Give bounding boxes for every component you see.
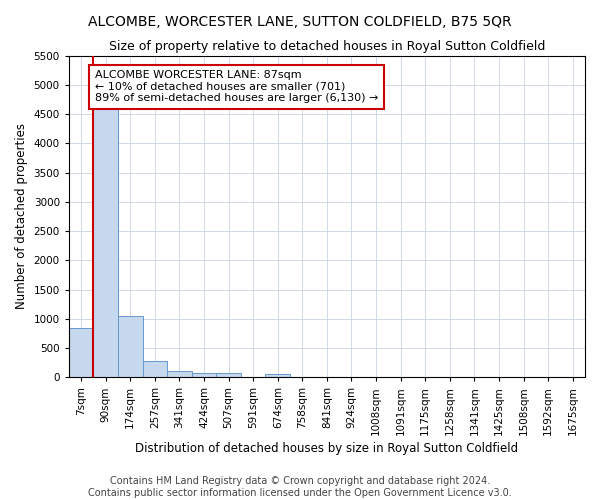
Bar: [265, 374, 290, 378]
Bar: [118, 316, 143, 378]
Bar: [94, 108, 118, 378]
Text: ALCOMBE WORCESTER LANE: 87sqm
← 10% of detached houses are smaller (701)
89% of : ALCOMBE WORCESTER LANE: 87sqm ← 10% of d…: [95, 70, 378, 103]
Bar: [69, 328, 94, 378]
Bar: [192, 372, 217, 378]
Bar: [217, 373, 241, 378]
Bar: [167, 372, 192, 378]
Text: Contains HM Land Registry data © Crown copyright and database right 2024.
Contai: Contains HM Land Registry data © Crown c…: [88, 476, 512, 498]
Bar: [143, 361, 167, 378]
Title: Size of property relative to detached houses in Royal Sutton Coldfield: Size of property relative to detached ho…: [109, 40, 545, 53]
X-axis label: Distribution of detached houses by size in Royal Sutton Coldfield: Distribution of detached houses by size …: [136, 442, 518, 455]
Y-axis label: Number of detached properties: Number of detached properties: [15, 124, 28, 310]
Text: ALCOMBE, WORCESTER LANE, SUTTON COLDFIELD, B75 5QR: ALCOMBE, WORCESTER LANE, SUTTON COLDFIEL…: [88, 15, 512, 29]
